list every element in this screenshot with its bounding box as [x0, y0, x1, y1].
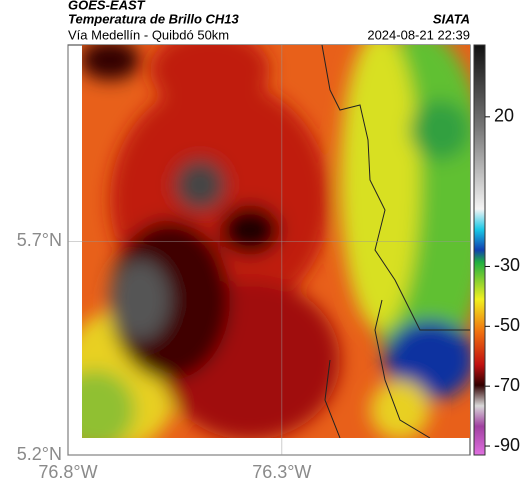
- subtitle: Temperatura de Brillo CH13: [68, 11, 240, 26]
- colorbar-tick-label: -90: [494, 435, 520, 455]
- colorbar: [473, 44, 486, 456]
- x-tick-label: 76.3°W: [252, 462, 311, 482]
- x-tick-label: 76.8°W: [38, 462, 97, 482]
- satellite-image: [82, 45, 470, 438]
- source: SIATA: [433, 11, 470, 26]
- colorbar-tick-label: -30: [494, 255, 520, 275]
- timestamp: 2024-08-21 22:39: [367, 27, 470, 42]
- title: GOES-EAST: [68, 0, 146, 12]
- colorbar-tick-label: -70: [494, 375, 520, 395]
- colorbar-tick-label: 20: [494, 106, 514, 126]
- colorbar-tick-label: -50: [494, 315, 520, 335]
- region: Vía Medellín - Quibdó 50km: [68, 27, 229, 42]
- y-tick-label: 5.7°N: [17, 230, 62, 250]
- y-tick-label: 5.2°N: [17, 444, 62, 464]
